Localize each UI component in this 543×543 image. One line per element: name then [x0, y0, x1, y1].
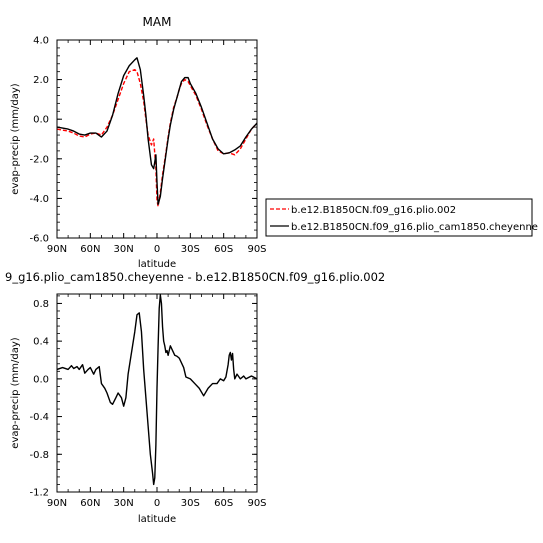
- top-y-tick-label: -6.0: [29, 234, 49, 245]
- top-x-tick-label: 60N: [80, 244, 100, 255]
- top-x-tick-label: 60S: [214, 244, 233, 255]
- bottom-panel: 9_g16.plio_cam1850.cheyenne - b.e12.B185…: [5, 270, 385, 525]
- bottom-y-tick-label: -0.4: [29, 412, 49, 423]
- bottom-y-tick-label: 0.4: [33, 337, 49, 348]
- top-panel: MAM 90N 60N 30N 0 30S 60S 90S 4.0 2.0 0.0 -2.0 -4.0…: [10, 15, 267, 270]
- top-x-tick-label: 0: [154, 244, 160, 255]
- top-y-tick-label: 0.0: [33, 115, 49, 126]
- bottom-y-tick-label: -0.8: [29, 450, 49, 461]
- top-y-tick-label: -2.0: [29, 154, 49, 165]
- bottom-x-axis-label: latitude: [138, 514, 176, 525]
- bottom-x-tick-label: 0: [154, 498, 160, 509]
- top-series-line-1: [56, 57, 258, 206]
- bottom-x-tick-label: 60N: [80, 498, 100, 509]
- bottom-x-tick-label: 60S: [214, 498, 233, 509]
- top-x-axis-label: latitude: [138, 259, 176, 270]
- top-plot-area: 90N 60N 30N 0 30S 60S 90S 4.0 2.0 0.0 -2.0 -4.0 -6.0: [29, 36, 266, 256]
- bottom-x-tick-label: 30N: [114, 498, 134, 509]
- bottom-series-line-0: [56, 294, 258, 486]
- top-x-tick-label: 90S: [247, 244, 266, 255]
- top-plot-frame: [56, 39, 258, 239]
- bottom-plot-area: 90N 60N 30N 0 30S 60S 90S 0.8 0.4 0.0 -0.4 -0.8 -1.2: [29, 294, 267, 509]
- bottom-x-tick-label: 30S: [181, 498, 200, 509]
- top-y-tick-label: 2.0: [33, 75, 49, 86]
- legend-label-cam1850: b.e12.B1850CN.f09_g16.plio_cam1850.cheye…: [291, 222, 538, 233]
- bottom-x-tick-label: 90S: [247, 498, 266, 509]
- top-chart-title: MAM: [143, 15, 172, 29]
- top-x-tick-label: 90N: [47, 244, 67, 255]
- bottom-y-tick-label: 0.0: [33, 374, 49, 385]
- bottom-y-tick-label: 0.8: [33, 299, 49, 310]
- top-x-tick-label: 30N: [114, 244, 134, 255]
- legend-label-plio: b.e12.B1850CN.f09_g16.plio.002: [291, 205, 456, 216]
- top-y-tick-label: -4.0: [29, 194, 49, 205]
- bottom-y-tick-label: -1.2: [29, 488, 49, 499]
- legend-box: [265, 198, 533, 237]
- top-y-tick-label: 4.0: [33, 36, 49, 47]
- bottom-chart-title: 9_g16.plio_cam1850.cheyenne - b.e12.B185…: [5, 270, 385, 284]
- bottom-y-axis-label: evap-precip (mm/day): [10, 337, 21, 448]
- bottom-plot-frame: [56, 293, 258, 493]
- top-y-axis-label: evap-precip (mm/day): [10, 83, 21, 194]
- legend: b.e12.B1850CN.f09_g16.plio.002 b.e12.B18…: [265, 198, 538, 237]
- top-x-tick-label: 30S: [181, 244, 200, 255]
- bottom-x-tick-label: 90N: [47, 498, 67, 509]
